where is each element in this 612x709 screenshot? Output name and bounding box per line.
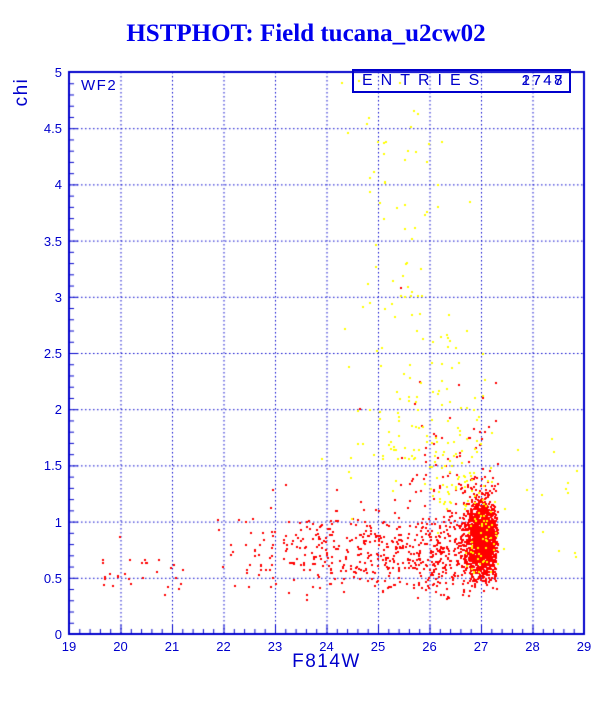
y-tick-label: 3 [54,289,62,305]
x-tick-label: 19 [61,639,77,654]
y-tick-label: 0.5 [43,570,62,586]
x-axis-title: F814W [292,651,361,672]
y-tick-label: 4 [54,177,62,193]
x-tick-label: 27 [473,639,489,654]
entries-label: ENTRIES [362,72,488,89]
entries-value-primary: 2748 [521,72,565,89]
x-tick-label: 24 [319,639,334,654]
y-tick-label: 3.5 [43,233,62,249]
y-axis-title: chi [11,77,32,107]
camera-chip-label: WF2 [81,77,118,94]
x-tick-label: 28 [525,639,540,654]
x-tick-label: 25 [370,639,386,654]
y-tick-label: 0 [54,627,62,642]
x-tick-label: 23 [267,639,283,654]
entries-value-overlay: 1747 [521,72,565,89]
page-title: HSTPHOT: Field tucana_u2cw02 [126,20,486,47]
y-tick-label: 1.5 [43,458,62,474]
y-tick-label: 4.5 [43,121,62,137]
y-tick-label: 1 [54,514,62,530]
x-tick-label: 22 [216,639,231,654]
entries-box: ENTRIES 2748 1747 [352,69,571,93]
x-tick-label: 20 [113,639,128,654]
x-tick-label: 26 [422,639,437,654]
y-tick-label: 2 [54,402,62,418]
x-tick-label: 21 [164,639,180,654]
y-tick-label: 2.5 [43,346,62,361]
y-tick-label: 5 [54,65,62,80]
x-tick-label: 29 [576,639,592,654]
